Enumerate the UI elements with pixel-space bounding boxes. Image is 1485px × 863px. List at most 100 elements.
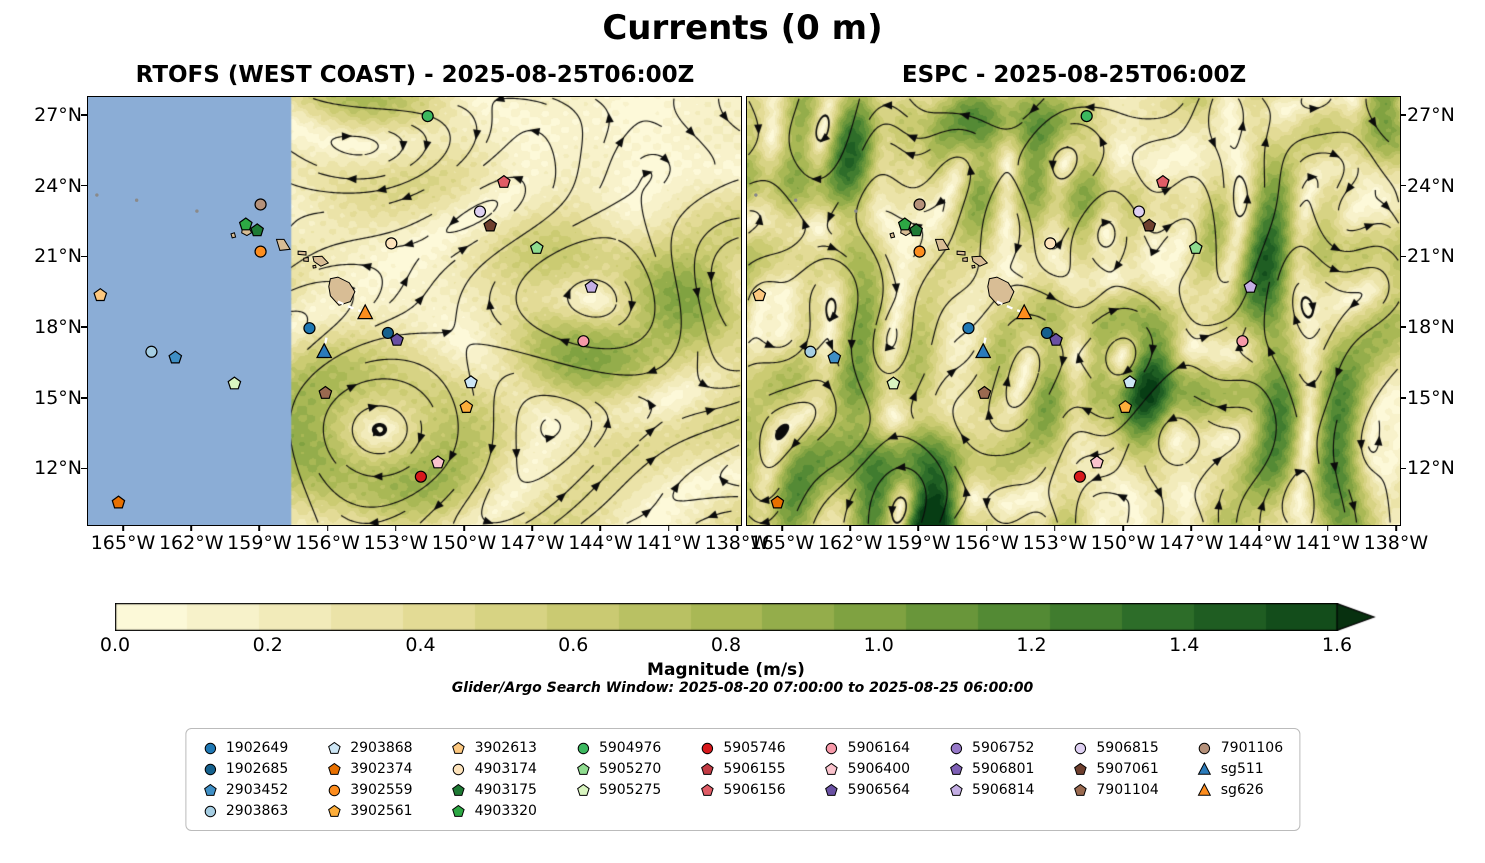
y-tick-mark bbox=[1400, 114, 1406, 116]
float-marker-2903868 bbox=[1122, 375, 1137, 389]
legend-label: 5907061 bbox=[1096, 761, 1159, 777]
pentagon-marker-icon bbox=[701, 762, 714, 775]
x-tick-label: 156°W bbox=[295, 532, 360, 554]
x-tick-mark bbox=[1326, 525, 1329, 531]
legend-item-sg626: sg626 bbox=[1197, 780, 1283, 800]
float-marker-sg626 bbox=[357, 303, 374, 320]
colorbar-tick-label: 1.2 bbox=[1016, 634, 1047, 656]
legend-item-5906815: 5906815 bbox=[1072, 738, 1159, 758]
legend-item-3902561: 3902561 bbox=[326, 801, 413, 821]
y-tick-label: 12°N bbox=[34, 457, 82, 480]
pentagon-marker-icon bbox=[949, 762, 963, 775]
float-marker-5905746 bbox=[414, 470, 427, 483]
x-tick-label: 138°W bbox=[704, 532, 770, 554]
y-tick-label: 18°N bbox=[34, 316, 82, 339]
circle-marker-icon bbox=[701, 742, 714, 755]
x-tick-mark bbox=[1054, 525, 1056, 531]
float-marker-3902561 bbox=[459, 399, 474, 413]
float-marker-5906400 bbox=[1089, 455, 1104, 469]
x-tick-mark bbox=[1122, 525, 1124, 531]
float-marker-4903320 bbox=[897, 217, 912, 231]
legend-item-5906400: 5906400 bbox=[824, 759, 910, 779]
float-marker-7901106 bbox=[254, 198, 267, 211]
legend-item-5906564: 5906564 bbox=[824, 780, 910, 800]
y-tick-label: 15°N bbox=[34, 386, 82, 409]
x-tick-label: 165°W bbox=[90, 532, 156, 554]
legend-item-5906801: 5906801 bbox=[948, 759, 1034, 779]
x-tick-mark bbox=[258, 525, 261, 531]
x-tick-mark bbox=[326, 525, 329, 531]
legend-column: 5906164 5906400 5906564 bbox=[824, 738, 910, 821]
float-marker-5905275 bbox=[227, 376, 242, 390]
float-marker-5906400 bbox=[430, 455, 445, 469]
float-marker-5904976 bbox=[1080, 109, 1093, 123]
pentagon-marker-icon bbox=[576, 762, 590, 775]
float-marker-2903452 bbox=[168, 350, 183, 364]
colorbar-tick-label: 1.6 bbox=[1321, 634, 1353, 656]
legend-label: 3902559 bbox=[350, 782, 413, 798]
legend-label: 5905746 bbox=[723, 740, 786, 756]
colorbar-tick-label: 0.8 bbox=[710, 634, 742, 656]
float-marker-3902561 bbox=[1118, 399, 1133, 413]
x-tick-mark bbox=[463, 525, 465, 531]
legend-item-2903863: 2903863 bbox=[202, 801, 288, 821]
legend-column: 5906752 5906801 5906814 bbox=[948, 738, 1034, 821]
x-tick-label: 165°W bbox=[749, 532, 815, 554]
colorbar-tick-label: 0.2 bbox=[252, 634, 283, 656]
float-marker-5906156 bbox=[496, 174, 511, 188]
legend-item-5906752: 5906752 bbox=[948, 738, 1034, 758]
legend-label: 7901106 bbox=[1220, 740, 1284, 756]
x-tick-mark bbox=[122, 525, 124, 531]
float-marker-sg626 bbox=[1016, 303, 1033, 320]
legend-label: 4903174 bbox=[474, 761, 537, 777]
island-hawaii bbox=[987, 276, 1015, 306]
float-marker-5907061 bbox=[483, 218, 498, 232]
legend-label: 5906801 bbox=[972, 761, 1035, 777]
legend-item-1902649: 1902649 bbox=[202, 738, 288, 758]
colorbar-tick-label: 0.6 bbox=[558, 634, 589, 656]
legend-label: 5904976 bbox=[598, 740, 662, 756]
rtofs-current-field-canvas bbox=[88, 97, 741, 525]
pentagon-marker-icon bbox=[203, 783, 217, 796]
legend-item-5905270: 5905270 bbox=[575, 759, 661, 779]
legend: 1902649 1902685 2903452 2903863 2903868 39023… bbox=[184, 728, 1301, 831]
island-molokai bbox=[956, 250, 966, 256]
legend-item-1902685: 1902685 bbox=[202, 759, 288, 779]
triangle-marker-icon bbox=[1198, 782, 1212, 796]
float-marker-2903452 bbox=[827, 350, 842, 364]
float-marker-1902685 bbox=[381, 326, 394, 340]
island-maui bbox=[312, 255, 330, 267]
legend-label: 7901104 bbox=[1096, 782, 1159, 798]
y-tick-mark bbox=[1400, 326, 1406, 328]
legend-item-5905275: 5905275 bbox=[575, 780, 661, 800]
pentagon-marker-icon bbox=[949, 783, 963, 796]
y-tick-mark bbox=[1400, 467, 1406, 470]
circle-marker-icon bbox=[204, 763, 216, 776]
float-marker-4903320 bbox=[238, 217, 253, 231]
legend-item-2903452: 2903452 bbox=[202, 780, 288, 800]
pentagon-marker-icon bbox=[576, 783, 590, 796]
island-oahu bbox=[275, 238, 291, 251]
legend-column: 5904976 5905270 5905275 bbox=[575, 738, 661, 821]
x-tick-label: 147°W bbox=[1158, 532, 1224, 554]
island-niihau bbox=[889, 232, 896, 239]
legend-label: 2903863 bbox=[225, 803, 289, 819]
x-tick-label: 153°W bbox=[1022, 532, 1088, 554]
x-tick-label: 138°W bbox=[1363, 532, 1429, 554]
y-tick-label: 15°N bbox=[1407, 386, 1455, 409]
legend-label: 2903452 bbox=[225, 782, 289, 798]
legend-label: sg626 bbox=[1220, 782, 1264, 798]
island-lanai bbox=[303, 256, 309, 263]
float-marker-4903174 bbox=[1044, 237, 1057, 250]
x-tick-label: 150°W bbox=[1090, 532, 1156, 554]
legend-column: 3902613 4903174 4903175 4903320 bbox=[451, 738, 537, 821]
colorbar bbox=[115, 603, 1377, 631]
panel-rtofs-title: RTOFS (WEST COAST) - 2025-08-25T06:00Z bbox=[135, 62, 695, 88]
y-tick-label: 12°N bbox=[1407, 457, 1455, 480]
float-marker-2903863 bbox=[145, 345, 158, 358]
legend-label: sg511 bbox=[1220, 761, 1264, 777]
circle-marker-icon bbox=[950, 742, 962, 755]
legend-item-2903868: 2903868 bbox=[326, 738, 413, 758]
float-marker-3902559 bbox=[913, 245, 926, 258]
x-tick-mark bbox=[985, 525, 988, 531]
